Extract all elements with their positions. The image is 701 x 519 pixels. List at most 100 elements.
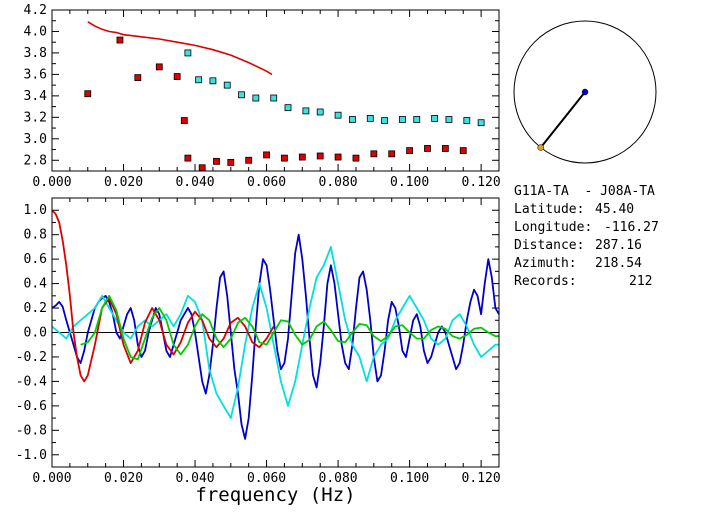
y-tick-label: 1.0 <box>24 203 47 218</box>
red-marker <box>370 150 378 158</box>
red-marker <box>316 152 324 160</box>
station-center-marker <box>581 88 589 96</box>
red-marker <box>263 151 270 159</box>
y-tick-label: 0.8 <box>24 228 47 243</box>
azimuth-compass <box>513 20 657 164</box>
station-pair: G11A-TA - J08A-TA <box>514 184 655 199</box>
cyan-marker <box>381 117 388 124</box>
x-tick-label: 0.040 <box>175 175 214 190</box>
x-tick-label: 0.020 <box>104 471 143 486</box>
red-marker <box>298 153 306 161</box>
cyan-marker <box>399 116 406 123</box>
x-tick-label: 0.000 <box>32 175 71 190</box>
distance-label: Distance: <box>514 238 585 253</box>
y-tick-label: 0.4 <box>24 277 48 292</box>
x-tick-label: 0.060 <box>247 471 286 486</box>
y-tick-label: 0.6 <box>24 252 47 267</box>
correlation-series <box>51 233 500 440</box>
y-tick-label: 3.4 <box>24 89 48 104</box>
records-label: Records: <box>514 274 577 289</box>
records-row: Records: 212 <box>514 274 652 290</box>
cyan-marker <box>195 76 203 84</box>
compass-circle <box>513 20 657 164</box>
red-marker <box>173 73 181 80</box>
correlation-plot: 0.000 0.020 0.040 0.060 0.080 0.100 0.120 1.0 0.… <box>16 197 501 506</box>
red-marker <box>155 63 163 71</box>
red-marker <box>424 145 431 152</box>
red-marker <box>116 36 124 44</box>
red-marker <box>134 74 142 82</box>
x-tick-label: 0.000 <box>32 471 71 486</box>
correlation-series <box>51 209 275 383</box>
y-tick-label: 2.8 <box>24 153 47 168</box>
y-tick-label: 0.2 <box>24 301 47 316</box>
station-edge-marker <box>537 144 545 151</box>
x-tick-label: 0.100 <box>390 471 429 486</box>
red-marker <box>84 90 92 98</box>
y-tick-label: -0.6 <box>16 399 47 414</box>
latitude-row: Latitude: 45.40 <box>514 202 634 218</box>
red-marker <box>334 153 342 161</box>
red-marker <box>245 156 253 164</box>
x-tick-label: 0.080 <box>319 175 358 190</box>
cyan-marker <box>413 116 421 123</box>
azimuth-label: Azimuth: <box>514 256 577 271</box>
cyan-marker <box>238 91 245 99</box>
cyan-marker <box>477 119 485 127</box>
cyan-marker <box>366 115 374 122</box>
red-marker <box>388 150 396 158</box>
cyan-marker <box>223 81 231 89</box>
x-tick-label: 0.120 <box>462 471 501 486</box>
red-marker <box>213 157 220 165</box>
cyan-marker <box>334 111 342 119</box>
y-tick-label: 3.2 <box>24 110 47 125</box>
cyan-marker <box>463 117 471 124</box>
y-tick-label: 3.8 <box>24 46 47 61</box>
red-marker <box>184 154 192 162</box>
y-tick-label: -0.2 <box>16 350 47 365</box>
x-tick-label: 0.020 <box>104 175 143 190</box>
red-marker <box>406 147 414 155</box>
cyan-marker <box>302 107 310 115</box>
records-value: 212 <box>629 274 653 289</box>
x-tick-label: 0.060 <box>247 175 286 190</box>
azimuth-line <box>539 91 586 149</box>
cyan-marker <box>209 77 217 85</box>
y-tick-label: -1.0 <box>16 448 47 463</box>
longitude-value: -116.27 <box>604 220 659 235</box>
x-axis-label: frequency (Hz) <box>195 484 355 506</box>
longitude-label: Longitude: <box>514 220 593 235</box>
x-tick-label: 0.100 <box>390 175 429 190</box>
red-marker <box>198 164 206 172</box>
red-marker <box>281 154 288 162</box>
distance-row: Distance: 287.16 <box>514 238 642 254</box>
y-tick-label: 3.6 <box>24 67 47 82</box>
y-tick-label: 4.0 <box>24 24 47 39</box>
y-tick-label: 0.0 <box>24 326 47 341</box>
latitude-label: Latitude: <box>514 202 585 217</box>
cyan-marker <box>252 94 260 102</box>
y-tick-label: 3.0 <box>24 132 47 147</box>
x-tick-label: 0.080 <box>319 471 358 486</box>
red-marker <box>441 145 449 152</box>
cyan-marker <box>270 94 278 102</box>
correlation-series <box>51 245 499 420</box>
y-tick-label: 4.2 <box>24 3 47 18</box>
cyan-marker <box>431 115 439 122</box>
cyan-marker <box>445 116 453 123</box>
x-tick-label: 0.040 <box>175 471 214 486</box>
y-tick-label: -0.8 <box>16 423 47 438</box>
red-marker <box>227 159 235 166</box>
x-tick-label: 0.120 <box>462 175 501 190</box>
azimuth-row: Azimuth: 218.54 <box>514 256 642 272</box>
plot-frame <box>51 9 500 172</box>
correlation-series <box>80 294 499 361</box>
distance-value: 287.16 <box>595 238 642 253</box>
cyan-marker <box>316 108 324 116</box>
longitude-row: Longitude: -116.27 <box>514 220 659 236</box>
red-marker <box>459 147 467 155</box>
dispersion-plot: 0.000 0.020 0.040 0.060 0.080 0.100 0.120 2.8 3.… <box>24 3 501 190</box>
latitude-value: 45.40 <box>595 202 635 217</box>
plot-frame <box>51 197 500 468</box>
